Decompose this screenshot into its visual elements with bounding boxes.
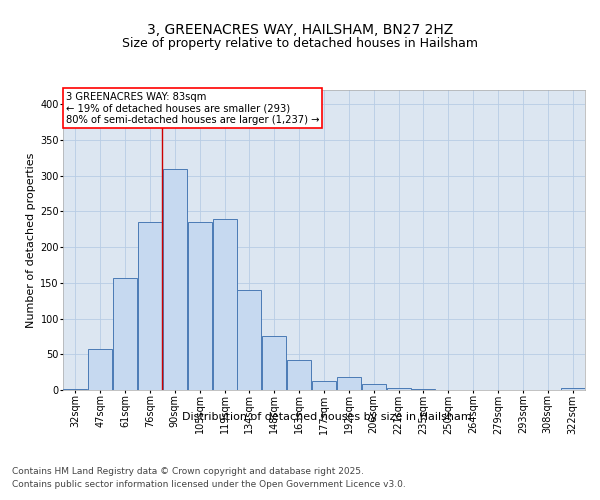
Bar <box>113 278 137 390</box>
Text: Distribution of detached houses by size in Hailsham: Distribution of detached houses by size … <box>182 412 472 422</box>
Bar <box>386 388 410 390</box>
Bar <box>412 388 436 390</box>
Bar <box>64 388 88 390</box>
Text: 3, GREENACRES WAY, HAILSHAM, BN27 2HZ: 3, GREENACRES WAY, HAILSHAM, BN27 2HZ <box>147 22 453 36</box>
Text: Contains public sector information licensed under the Open Government Licence v3: Contains public sector information licen… <box>12 480 406 489</box>
Bar <box>560 388 584 390</box>
Bar <box>138 222 162 390</box>
Y-axis label: Number of detached properties: Number of detached properties <box>26 152 36 328</box>
Bar <box>262 336 286 390</box>
Text: Contains HM Land Registry data © Crown copyright and database right 2025.: Contains HM Land Registry data © Crown c… <box>12 468 364 476</box>
Bar <box>163 168 187 390</box>
Bar <box>337 377 361 390</box>
Text: Size of property relative to detached houses in Hailsham: Size of property relative to detached ho… <box>122 38 478 51</box>
Bar <box>362 384 386 390</box>
Text: 3 GREENACRES WAY: 83sqm
← 19% of detached houses are smaller (293)
80% of semi-d: 3 GREENACRES WAY: 83sqm ← 19% of detache… <box>65 92 319 124</box>
Bar <box>238 290 262 390</box>
Bar <box>312 382 336 390</box>
Bar <box>212 218 236 390</box>
Bar <box>287 360 311 390</box>
Bar <box>88 350 112 390</box>
Bar <box>188 222 212 390</box>
